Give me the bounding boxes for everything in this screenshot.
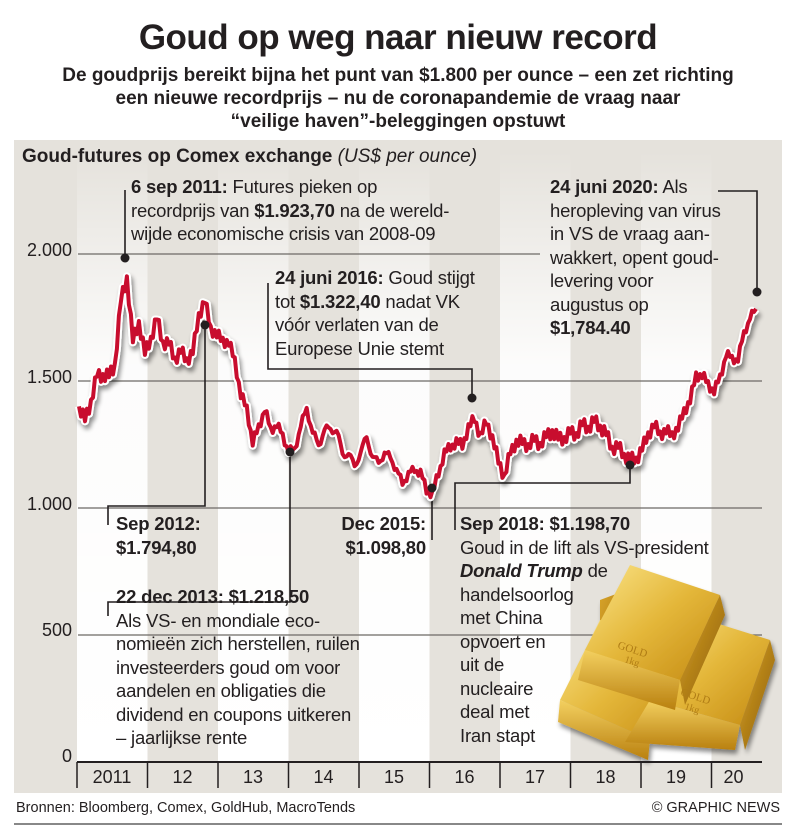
x-tick-label: 13 <box>242 767 264 787</box>
gold-bar-label: 1kg <box>683 701 701 716</box>
marker-dot <box>285 447 295 457</box>
annotation-text: – jaarlijkse rente <box>116 727 248 748</box>
annotation-text: Futures pieken op <box>227 176 378 197</box>
annotation-value: $1.098,80 <box>345 536 426 558</box>
annotation-text: Als VS- en mondiale eco- <box>116 609 320 631</box>
annotation-text: recordprijs van <box>131 199 255 221</box>
annotation-dec-2013: 22 dec 2013: $1.218,50 Als VS- en mondia… <box>116 585 360 750</box>
marker-dot <box>625 460 635 470</box>
x-axis <box>76 761 762 788</box>
annotation-value: $1.923,70 <box>254 199 335 221</box>
y-tick-label: 0 <box>61 746 72 766</box>
series-line-gold-futures <box>77 274 758 500</box>
annotation-text: heropleving van virus <box>550 199 721 221</box>
annotation-text: na de wereld- <box>334 199 450 221</box>
x-tick-label: 2011 <box>92 767 132 787</box>
y-tick-label: 500 <box>41 620 72 640</box>
leader-dec2013 <box>107 452 291 616</box>
annotation-text: tot <box>275 290 300 312</box>
y-tick-label: 2.000 <box>26 240 72 260</box>
annotation-value: $1.794,80 <box>116 536 197 558</box>
annotation-value: $1,784.40 <box>550 317 631 338</box>
year-band <box>77 150 148 762</box>
annotation-text: nomieën zich herstellen, ruilen <box>116 633 360 654</box>
annotation-text: Europese Unie stemt <box>275 337 444 359</box>
annotation-text: nadat VK <box>380 290 460 312</box>
annotation-sep-2018: Sep 2018: $1.198,70 Goud in de lift als … <box>460 512 709 747</box>
annotation-text: levering voor <box>550 270 654 291</box>
annotation-text: Goud in de lift als VS-president <box>460 536 709 558</box>
annotation-text: investeerders goud om voor <box>116 656 341 678</box>
annotation-value: $1.322,40 <box>299 290 381 312</box>
chart-title-text: Goud-futures op Comex exchange <box>22 146 333 167</box>
annotation-text: handelsoorlog <box>460 583 574 605</box>
chart-title: Goud-futures op Comex exchange (US$ per … <box>22 146 477 168</box>
annotation-leaders <box>107 190 758 616</box>
annotation-brexit-2016: 24 juni 2016: Goud stijgt tot $1.322,40 … <box>275 266 475 360</box>
annotation-text: met China <box>460 607 543 628</box>
annotation-text: augustus op <box>550 293 649 315</box>
annotation-text: Als <box>658 176 688 197</box>
subtitle-line: “veilige haven”-beleggingen opstuwt <box>230 111 566 132</box>
marker-dots <box>120 253 762 493</box>
leader-sep2018 <box>454 465 631 530</box>
price-series <box>75 272 760 502</box>
annotation-text: wakkert, opent goud- <box>550 246 719 268</box>
credit: © GRAPHIC NEWS <box>651 800 780 816</box>
gridlines <box>78 253 762 636</box>
marker-dot <box>427 483 437 493</box>
leader-june2020 <box>718 190 758 292</box>
annotation-text: in VS de vraag aan- <box>550 223 710 244</box>
y-tick-label: 1.000 <box>26 494 72 514</box>
page-title: Goud op weg naar nieuw record <box>138 18 658 57</box>
annotation-date: Dec 2015: <box>341 513 426 534</box>
chart-unit: (US$ per ounce) <box>337 146 478 167</box>
marker-dot <box>467 393 477 403</box>
annotation-text: dividend en coupons uitkeren <box>116 703 352 725</box>
gold-bars-illustration: GOLD 1kg GOLD 1kg <box>558 565 775 760</box>
marker-dot <box>752 287 762 297</box>
annotation-text: vóór verlaten van de <box>275 314 439 335</box>
annotation-june-2020: 24 juni 2020: Als heropleving van virus … <box>550 175 721 340</box>
x-tick-label: 15 <box>383 767 405 787</box>
year-band <box>218 150 289 762</box>
annotation-text: aandelen en obligaties die <box>116 680 326 701</box>
annotation-sep-2012: Sep 2012: $1.794,80 <box>116 512 201 559</box>
annotation-text: Iran stapt <box>460 724 536 746</box>
x-tick-label: 12 <box>172 767 193 787</box>
y-tick-label: 1.500 <box>26 367 72 387</box>
x-tick-label: 20 <box>723 767 744 787</box>
leader-sep2012 <box>107 325 206 525</box>
annotation-text: Goud stijgt <box>383 267 475 288</box>
marker-dot <box>120 253 130 263</box>
x-tick-label: 18 <box>595 767 616 787</box>
annotation-date: Sep 2012: <box>116 513 201 534</box>
annotation-text: opvoert en <box>460 630 546 652</box>
x-tick-label: 16 <box>454 767 475 787</box>
sources: Bronnen: Bloomberg, Comex, GoldHub, Macr… <box>16 800 356 816</box>
annotation-date: 6 sep 2011: <box>131 176 228 197</box>
gold-bar-label: 1kg <box>623 654 641 669</box>
x-tick-label: 19 <box>665 767 687 787</box>
annotation-date: 22 dec 2013: $1.218,50 <box>116 586 310 607</box>
annotation-date: 24 juni 2016: <box>275 267 384 288</box>
annotation-peak-2011: 6 sep 2011: Futures pieken op recordprij… <box>131 175 449 246</box>
annotation-text: deal met <box>460 701 530 722</box>
annotation-name: Donald Trump <box>460 560 583 581</box>
footer-divider <box>14 823 782 825</box>
annotation-text: nucleaire <box>460 677 534 699</box>
annotation-text: de <box>582 560 608 581</box>
annotation-dec-2015: Dec 2015: $1.098,80 <box>320 512 426 559</box>
annotation-text: wijde economische crisis van 2008-09 <box>131 223 436 244</box>
marker-dot <box>200 320 210 330</box>
x-tick-label: 17 <box>524 767 546 787</box>
subtitle-line: een nieuwe recordprijs – nu de coronapan… <box>115 88 681 109</box>
annotation-text: uit de <box>460 654 505 675</box>
subtitle-line: De goudprijs bereikt bijna het punt van … <box>62 65 734 86</box>
annotation-date: Sep 2018: $1.198,70 <box>460 513 631 534</box>
x-tick-label: 14 <box>313 767 334 787</box>
annotation-date: 24 juni 2020: <box>550 176 659 197</box>
leader-brexit2016 <box>267 283 473 398</box>
